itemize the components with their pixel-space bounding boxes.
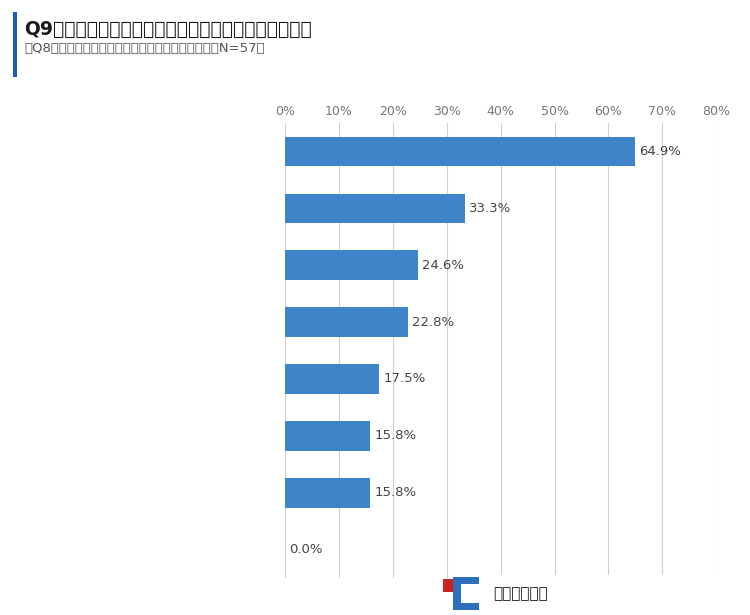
- Text: 64.9%: 64.9%: [639, 145, 681, 158]
- Text: Q9．具体的にどんな「お金の防災」を行いましたか？: Q9．具体的にどんな「お金の防災」を行いましたか？: [24, 20, 312, 39]
- Text: 0.0%: 0.0%: [290, 543, 322, 556]
- Text: 17.5%: 17.5%: [384, 373, 426, 386]
- Bar: [285, 308, 408, 337]
- Text: コのほけん！: コのほけん！: [493, 586, 548, 601]
- Bar: [461, 584, 480, 603]
- Bar: [285, 364, 380, 394]
- Bar: [442, 579, 453, 592]
- Text: 24.6%: 24.6%: [422, 259, 464, 272]
- Text: 22.8%: 22.8%: [413, 315, 454, 328]
- Bar: [285, 194, 464, 223]
- Bar: [285, 250, 418, 280]
- Bar: [285, 478, 370, 507]
- Bar: [285, 421, 370, 451]
- Bar: [453, 577, 478, 610]
- Bar: [285, 137, 634, 166]
- Text: （Q8で「はい」と回答した人のみ）（複数回答）（N=57）: （Q8で「はい」と回答した人のみ）（複数回答）（N=57）: [24, 42, 265, 55]
- Text: 15.8%: 15.8%: [374, 429, 416, 442]
- Text: 33.3%: 33.3%: [469, 202, 511, 215]
- Text: 15.8%: 15.8%: [374, 486, 416, 499]
